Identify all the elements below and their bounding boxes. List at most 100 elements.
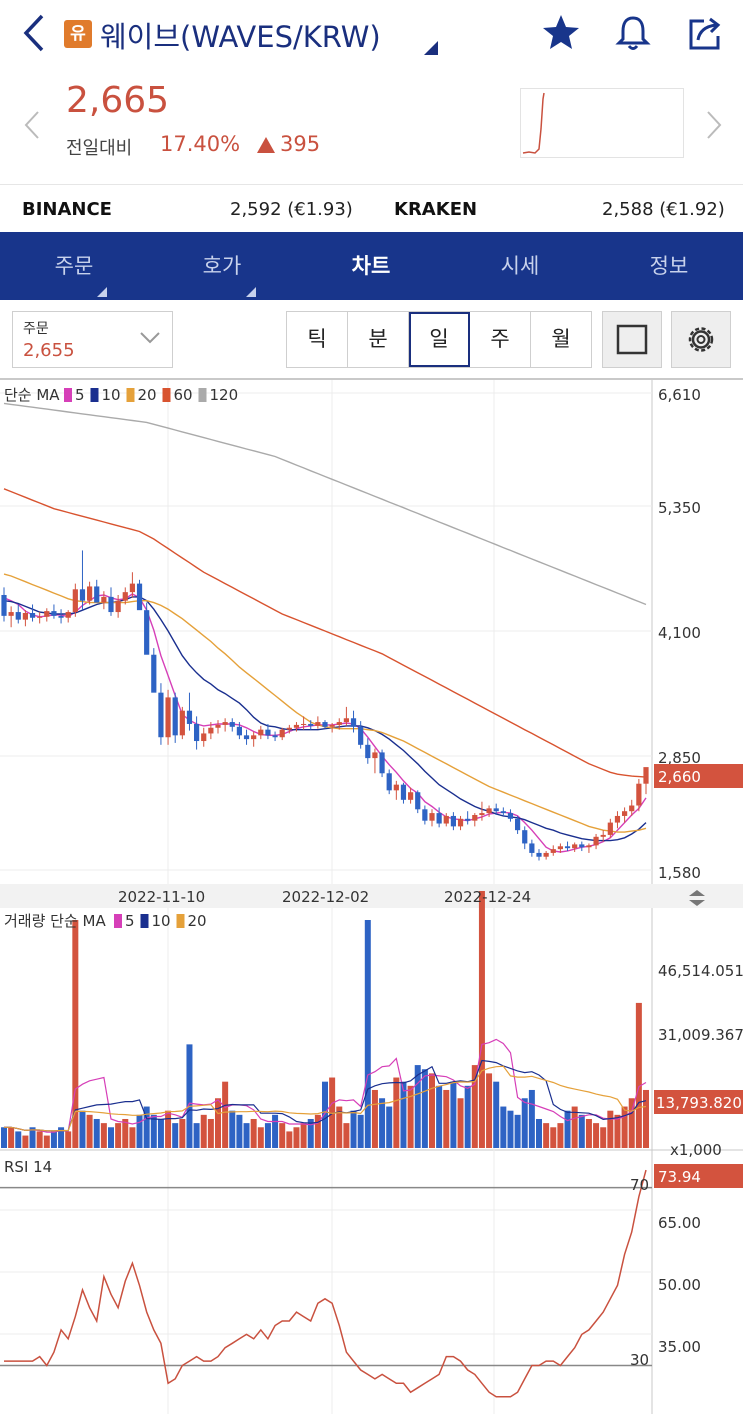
x-axis-date: 2022-11-10 [118, 888, 205, 906]
candle-body [29, 613, 36, 618]
period-week-button[interactable]: 주 [470, 312, 531, 367]
candle-body [372, 752, 378, 759]
candle-body [22, 613, 28, 620]
caret-icon [246, 282, 256, 297]
volume-bar [129, 1127, 136, 1148]
candle-body [144, 610, 150, 655]
candle-body [208, 727, 214, 734]
rsi-upper-label: 70 [630, 1176, 649, 1194]
candle-body [329, 724, 335, 727]
fullscreen-button[interactable] [602, 311, 662, 368]
period-tick-button[interactable]: 틱 [287, 312, 348, 367]
tab-market[interactable]: 시세 [500, 254, 540, 278]
candle-body [393, 784, 399, 791]
volume-bar [108, 1127, 114, 1148]
volume-bar [36, 1131, 43, 1148]
caret-icon[interactable] [424, 40, 438, 55]
volume-legend-title: 거래량 단순 MA [4, 912, 106, 930]
tab-info[interactable]: 정보 [649, 254, 689, 278]
candle-body [243, 735, 250, 740]
rsi-y-tick: 50.00 [658, 1276, 701, 1294]
candle-body [215, 724, 221, 728]
settings-gear-icon[interactable] [671, 311, 731, 368]
volume-unit: x1,000 [670, 1141, 722, 1159]
volume-bar [543, 1123, 550, 1148]
candle-body [158, 692, 164, 738]
sparkline-chart[interactable] [520, 88, 684, 158]
period-day-button[interactable]: 일 [409, 312, 470, 367]
volume-bar [293, 1127, 300, 1148]
candle-body [500, 811, 506, 814]
volume-ma-line-10 [4, 1059, 647, 1132]
candle-body [579, 844, 585, 848]
candle-body [201, 733, 207, 742]
share-icon[interactable] [684, 12, 726, 54]
candlesticks [1, 550, 649, 861]
coin-title[interactable]: 웨이브(WAVES/KRW) [100, 20, 381, 54]
legend-label: 5 [75, 386, 85, 404]
period-month-button[interactable]: 월 [551, 327, 571, 351]
candle-body [479, 813, 485, 815]
bell-icon[interactable] [612, 12, 654, 54]
next-coin-arrow-icon[interactable] [702, 108, 724, 142]
moving-average-lines [3, 402, 647, 853]
volume-bar [600, 1127, 607, 1148]
volume-bar [400, 1081, 407, 1148]
prev-coin-arrow-icon[interactable] [22, 108, 44, 142]
ma-line-60 [3, 488, 647, 778]
volume-bar [243, 1123, 250, 1148]
chart-area[interactable]: 단순 MA 5 10 20 60 120 거래량 단순 MA 5 10 20 RSI 14 … [0, 378, 743, 1414]
tab-orderbook[interactable]: 호가 [202, 254, 242, 278]
rsi-lower-label: 30 [630, 1351, 649, 1369]
volume-bar [314, 1114, 321, 1148]
volume-bars [1, 890, 649, 1148]
volume-bar [29, 1127, 36, 1148]
legend-swatch [114, 914, 122, 928]
volume-bar [329, 1077, 336, 1148]
legend-label: 60 [174, 386, 193, 404]
volume-bar [236, 1114, 243, 1148]
volume-bar [229, 1110, 236, 1148]
order-dropdown[interactable]: 주문 2,655 [12, 311, 173, 368]
volume-bar [150, 1114, 157, 1148]
price-legend-title: 단순 MA [4, 386, 60, 404]
volume-bar [443, 1089, 450, 1148]
rsi-value-tag [654, 1164, 743, 1188]
candle-body [79, 589, 86, 601]
resize-handle-icon[interactable] [689, 890, 705, 906]
last-volume-value: 13,793.820 [656, 1094, 742, 1112]
candle-body [507, 813, 514, 819]
volume-bar [172, 1123, 179, 1148]
period-minute-button[interactable]: 분 [348, 312, 409, 367]
volume-bar [528, 1089, 535, 1148]
price-y-tick: 2,850 [658, 749, 701, 767]
caret-icon [97, 282, 107, 297]
volume-bar [379, 1098, 386, 1148]
volume-ma-line-20 [4, 1065, 647, 1132]
exchange-price: 2,588 (€1.92) [602, 199, 725, 220]
x-axis-date: 2022-12-24 [444, 888, 531, 906]
volume-bar [257, 1127, 264, 1148]
volume-bar [436, 1085, 443, 1148]
volume-bar [1, 1127, 7, 1148]
volume-bar [614, 1114, 621, 1148]
candle-body [301, 723, 307, 725]
candle-body [400, 784, 407, 800]
last-price-value: 2,660 [658, 768, 701, 786]
price-y-tick: 5,350 [658, 499, 701, 517]
candle-body [122, 592, 128, 601]
star-icon[interactable] [540, 12, 582, 54]
ma-line-20 [3, 573, 647, 833]
legend-swatch [176, 914, 185, 928]
volume-bar [478, 890, 485, 1148]
legend-label: 20 [188, 912, 207, 930]
candle-body [643, 767, 649, 784]
candle-body [386, 773, 392, 791]
candle-body [87, 586, 93, 601]
x-axis-date: 2022-12-02 [282, 888, 369, 906]
back-chevron-icon[interactable] [18, 10, 52, 56]
volume-bar [621, 1106, 628, 1148]
tab-order[interactable]: 주문 [54, 254, 94, 278]
candle-body [265, 729, 271, 736]
tab-chart[interactable]: 차트 [351, 254, 391, 278]
